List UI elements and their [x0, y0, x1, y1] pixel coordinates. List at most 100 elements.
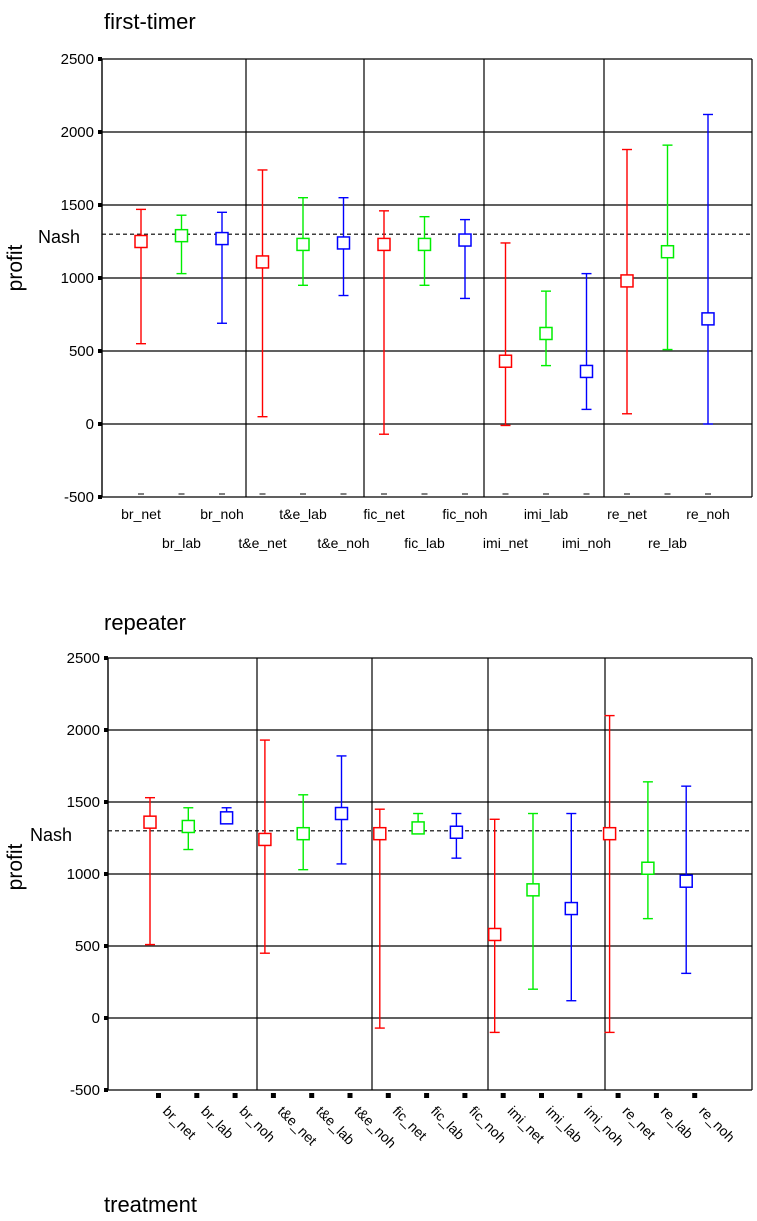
x-tick-label-repeater: t&e_net [275, 1103, 321, 1149]
mean-marker-br_lab-first-timer [174, 228, 189, 243]
mean-marker-imi_noh-first-timer [579, 364, 594, 379]
mean-marker-t&e_lab-repeater [296, 826, 310, 841]
mean-marker-fic_lab-first-timer [417, 237, 432, 252]
mean-marker-fic_noh-repeater [449, 825, 464, 839]
x-tick-label-first-timer: re_noh [686, 506, 730, 522]
x-tick-mark-repeater [156, 1093, 161, 1098]
x-tick-mark-repeater [347, 1093, 353, 1098]
x-tick-label-first-timer: imi_noh [562, 535, 611, 551]
y-tick-mark-repeater [104, 656, 108, 660]
x-tick-label-repeater: br_noh [236, 1103, 278, 1145]
mean-marker-t&e_noh-first-timer [336, 236, 351, 250]
y-tick-label-first-timer: 2000 [61, 124, 94, 141]
mean-marker-re_noh-repeater [679, 874, 693, 888]
y-tick-mark-first-timer [98, 349, 102, 353]
mean-marker-br_net-first-timer [134, 234, 148, 249]
y-tick-label-first-timer: 500 [69, 343, 94, 360]
x-tick-label-repeater: imi_net [505, 1103, 548, 1146]
mean-marker-imi_lab-repeater [526, 883, 540, 897]
mean-marker-imi_net-first-timer [498, 354, 513, 368]
x-tick-label-repeater: br_lab [198, 1103, 237, 1142]
y-tick-mark-repeater [104, 800, 108, 804]
x-tick-label-repeater: br_net [160, 1103, 199, 1142]
y-tick-mark-first-timer [98, 203, 102, 207]
x-tick-label-first-timer: br_net [121, 506, 161, 522]
mean-marker-t&e_noh-repeater [334, 806, 349, 821]
y-tick-mark-repeater [104, 872, 108, 876]
y-tick-label-first-timer: 0 [86, 416, 94, 433]
mean-marker-re_lab-first-timer [660, 244, 675, 259]
x-tick-label-first-timer: t&e_noh [317, 535, 369, 551]
y-tick-label-repeater: 0 [92, 1010, 100, 1027]
x-axis-label-treatment: treatment [104, 1192, 197, 1217]
x-tick-label-first-timer: fic_net [363, 506, 404, 522]
x-tick-mark-repeater [615, 1093, 621, 1098]
mean-marker-re_net-first-timer [620, 274, 634, 288]
x-tick-label-first-timer: re_lab [648, 535, 687, 551]
y-tick-label-first-timer: -500 [64, 489, 94, 506]
x-tick-label-first-timer: imi_net [483, 535, 528, 551]
mean-marker-br_noh-first-timer [215, 231, 229, 246]
chart-title-first-timer: first-timer [104, 9, 196, 34]
y-tick-label-repeater: 2500 [67, 650, 100, 667]
y-tick-label-repeater: 500 [75, 938, 100, 955]
y-tick-mark-repeater [104, 728, 108, 732]
x-tick-mark-repeater [462, 1093, 468, 1098]
x-tick-label-first-timer: re_net [607, 506, 647, 522]
x-tick-mark-repeater [309, 1093, 315, 1098]
x-tick-label-first-timer: t&e_lab [279, 506, 327, 522]
mean-marker-imi_noh-repeater [564, 901, 579, 916]
y-tick-label-repeater: 2000 [67, 722, 100, 739]
x-tick-label-repeater: t&e_noh [351, 1103, 399, 1151]
y-tick-label-first-timer: 2500 [61, 51, 94, 68]
x-tick-mark-repeater [385, 1093, 391, 1098]
x-tick-mark-repeater [539, 1093, 544, 1098]
y-tick-mark-repeater [104, 1088, 108, 1092]
mean-marker-re_lab-repeater [641, 861, 655, 875]
x-tick-mark-repeater [577, 1093, 583, 1098]
x-tick-label-first-timer: t&e_net [238, 535, 286, 551]
nash-label-first-timer: Nash [38, 227, 80, 247]
mean-marker-re_net-repeater [602, 826, 617, 841]
mean-marker-br_lab-repeater [181, 819, 196, 834]
mean-marker-re_noh-first-timer [701, 312, 715, 326]
y-axis-label-repeater: profit [4, 843, 27, 890]
mean-marker-imi_lab-first-timer [539, 326, 553, 341]
mean-marker-fic_net-first-timer [377, 237, 391, 252]
y-tick-mark-repeater [104, 944, 108, 948]
y-tick-label-repeater: -500 [70, 1082, 100, 1099]
x-tick-label-first-timer: br_noh [200, 506, 244, 522]
x-tick-mark-repeater [500, 1093, 506, 1098]
mean-marker-t&e_net-repeater [258, 832, 272, 847]
y-tick-mark-first-timer [98, 276, 102, 280]
x-tick-mark-repeater [194, 1093, 200, 1098]
y-tick-mark-first-timer [98, 130, 102, 134]
mean-marker-fic_noh-first-timer [458, 233, 472, 247]
plot-layer: 25002000150010005000-500br_netbr_labbr_n… [61, 51, 753, 1151]
x-tick-label-repeater: imi_noh [581, 1103, 627, 1149]
mean-marker-imi_net-repeater [487, 927, 502, 942]
x-tick-mark-repeater [692, 1093, 698, 1098]
chart-title-repeater: repeater [104, 610, 186, 635]
y-tick-mark-repeater [104, 1016, 108, 1020]
x-tick-label-repeater: imi_lab [543, 1103, 586, 1146]
x-tick-label-first-timer: imi_lab [524, 506, 569, 522]
y-axis-label-first-timer: profit [4, 244, 27, 291]
y-tick-label-repeater: 1000 [67, 866, 100, 883]
x-tick-label-first-timer: fic_noh [442, 506, 487, 522]
mean-marker-fic_net-repeater [373, 826, 387, 841]
x-tick-mark-repeater [270, 1093, 276, 1098]
y-tick-label-first-timer: 1000 [61, 270, 94, 287]
mean-marker-fic_lab-repeater [411, 821, 425, 835]
x-tick-mark-repeater [653, 1093, 659, 1098]
nash-label-repeater: Nash [30, 825, 72, 845]
x-tick-label-repeater: fic_noh [466, 1103, 509, 1146]
y-tick-mark-first-timer [98, 57, 102, 61]
y-tick-label-first-timer: 1500 [61, 197, 94, 214]
x-tick-label-first-timer: fic_lab [404, 535, 445, 551]
x-tick-label-first-timer: br_lab [162, 535, 201, 551]
x-tick-label-repeater: t&e_lab [313, 1103, 358, 1148]
